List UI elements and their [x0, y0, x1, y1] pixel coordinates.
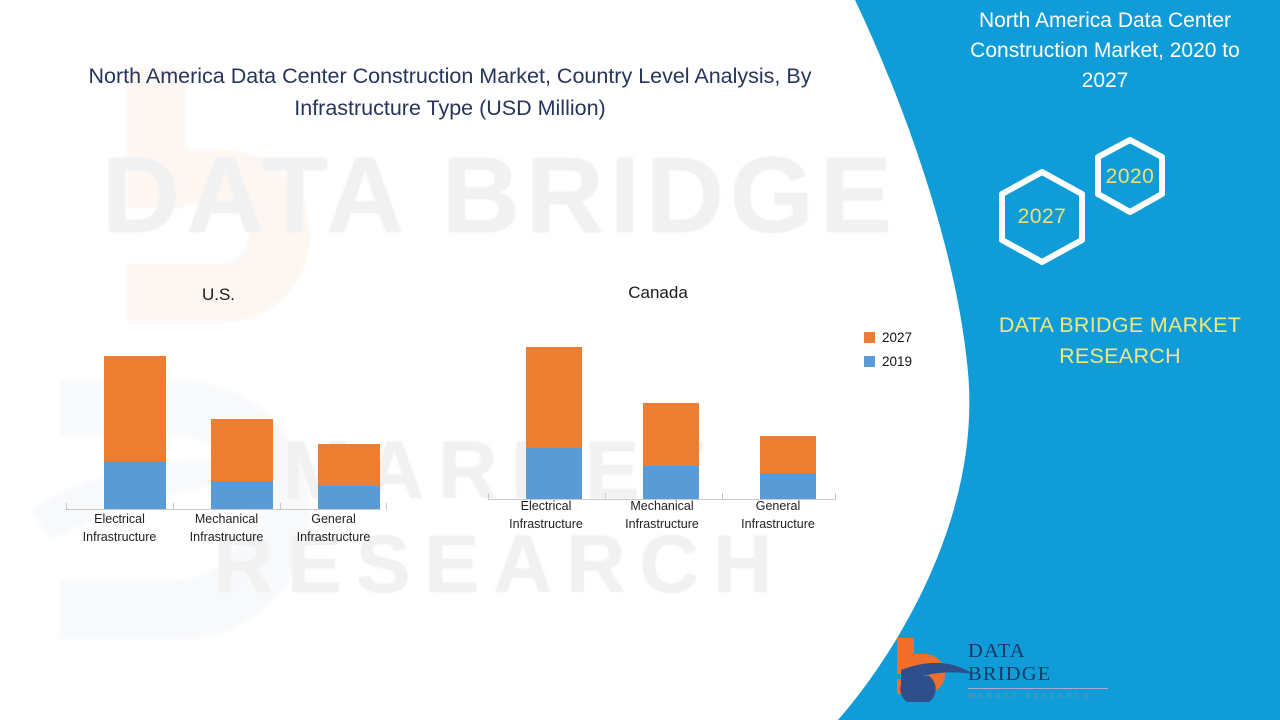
chart-canada: Canada Electrical Infra [478, 275, 838, 540]
chart-us-axis-tick [66, 503, 67, 510]
page-title: North America Data Center Construction M… [88, 64, 812, 121]
chart-canada-bar-general [760, 436, 816, 499]
logo-wordmark: DATA BRIDGE MARKET RESEARCH [968, 640, 1108, 700]
chart-us-title: U.S. [201, 285, 236, 304]
chart-canada-axis-tick [605, 493, 606, 500]
chart-canada-category-labels: Electrical Infrastructure Mechanical Inf… [488, 497, 836, 533]
chart-canada-title: Canada [628, 283, 688, 302]
chart-canada-category-label: Electrical Infrastructure [509, 499, 583, 532]
chart-canada-x-axis [488, 499, 836, 500]
panel-title: North America Data Center Construction M… [970, 9, 1240, 92]
logo-divider [968, 688, 1108, 689]
data-bridge-logo-icon [897, 638, 973, 702]
chart-us-bar-mechanical-2027 [211, 419, 273, 481]
chart-us-bar-mechanical [211, 419, 273, 509]
legend-item-2027[interactable]: 2027 [864, 330, 912, 345]
chart-canada-bar-electrical-2027 [526, 347, 582, 448]
chart-us-bar-electrical-2027 [104, 356, 166, 461]
chart-us-axis-tick [280, 503, 281, 510]
chart-us: U.S. Electrical Infrast [46, 285, 391, 550]
hexagon-badges: 2020 2027 [980, 132, 1195, 282]
chart-us-plot [66, 340, 387, 510]
chart-canada-bar-electrical-2019 [526, 448, 582, 499]
chart-us-axis-tick [386, 503, 387, 510]
chart-us-bar-general-2019 [318, 486, 380, 509]
legend-label-2027: 2027 [882, 330, 913, 345]
chart-us-category-label: Mechanical Infrastructure [189, 512, 264, 545]
chart-canada-category-label: Mechanical Infrastructure [625, 499, 699, 532]
chart-canada-bar-mechanical-2019 [643, 466, 699, 499]
chart-us-bar-general [318, 444, 380, 509]
chart-us-bar-electrical [104, 356, 166, 509]
hexagon-2027-outline [999, 169, 1085, 265]
brand-name: DATA BRIDGE MARKET RESEARCH [998, 313, 1242, 368]
hexagon-2020-outline [1095, 137, 1165, 215]
chart-canada-axis-tick [835, 493, 836, 500]
legend-label-2019: 2019 [882, 354, 913, 369]
chart-us-category-labels: Electrical Infrastructure Mechanical Inf… [66, 510, 387, 546]
chart-us-bar-general-2027 [318, 444, 380, 486]
hexagon-shapes-icon [999, 137, 1165, 265]
chart-us-category-label: Electrical Infrastructure [82, 512, 157, 545]
chart-us-category-label: General Infrastructure [296, 512, 371, 545]
chart-canada-bar-general-2019 [760, 473, 816, 499]
chart-canada-axis-tick [488, 493, 489, 500]
chart-canada-bar-general-2027 [760, 436, 816, 473]
chart-us-axis-tick [173, 503, 174, 510]
legend-swatch-2027-icon [864, 332, 875, 343]
chart-legend: 2027 2019 [864, 330, 912, 378]
logo-main-text: DATA BRIDGE [968, 640, 1052, 685]
chart-us-bar-electrical-2019 [104, 461, 166, 509]
chart-us-x-axis [66, 509, 381, 510]
legend-swatch-2019-icon [864, 356, 875, 367]
legend-item-2019[interactable]: 2019 [864, 354, 912, 369]
chart-canada-bar-electrical [526, 347, 582, 499]
chart-canada-bar-mechanical [643, 403, 699, 499]
chart-canada-bar-mechanical-2027 [643, 403, 699, 466]
chart-canada-plot [488, 330, 836, 500]
logo-sub-text: MARKET RESEARCH [968, 691, 1093, 700]
chart-canada-axis-tick [722, 493, 723, 500]
hexagon-label-2027: 2027 [1017, 205, 1067, 228]
chart-canada-category-label: General Infrastructure [741, 499, 815, 532]
hexagon-label-2020: 2020 [1105, 165, 1155, 188]
chart-us-bar-mechanical-2019 [211, 481, 273, 509]
